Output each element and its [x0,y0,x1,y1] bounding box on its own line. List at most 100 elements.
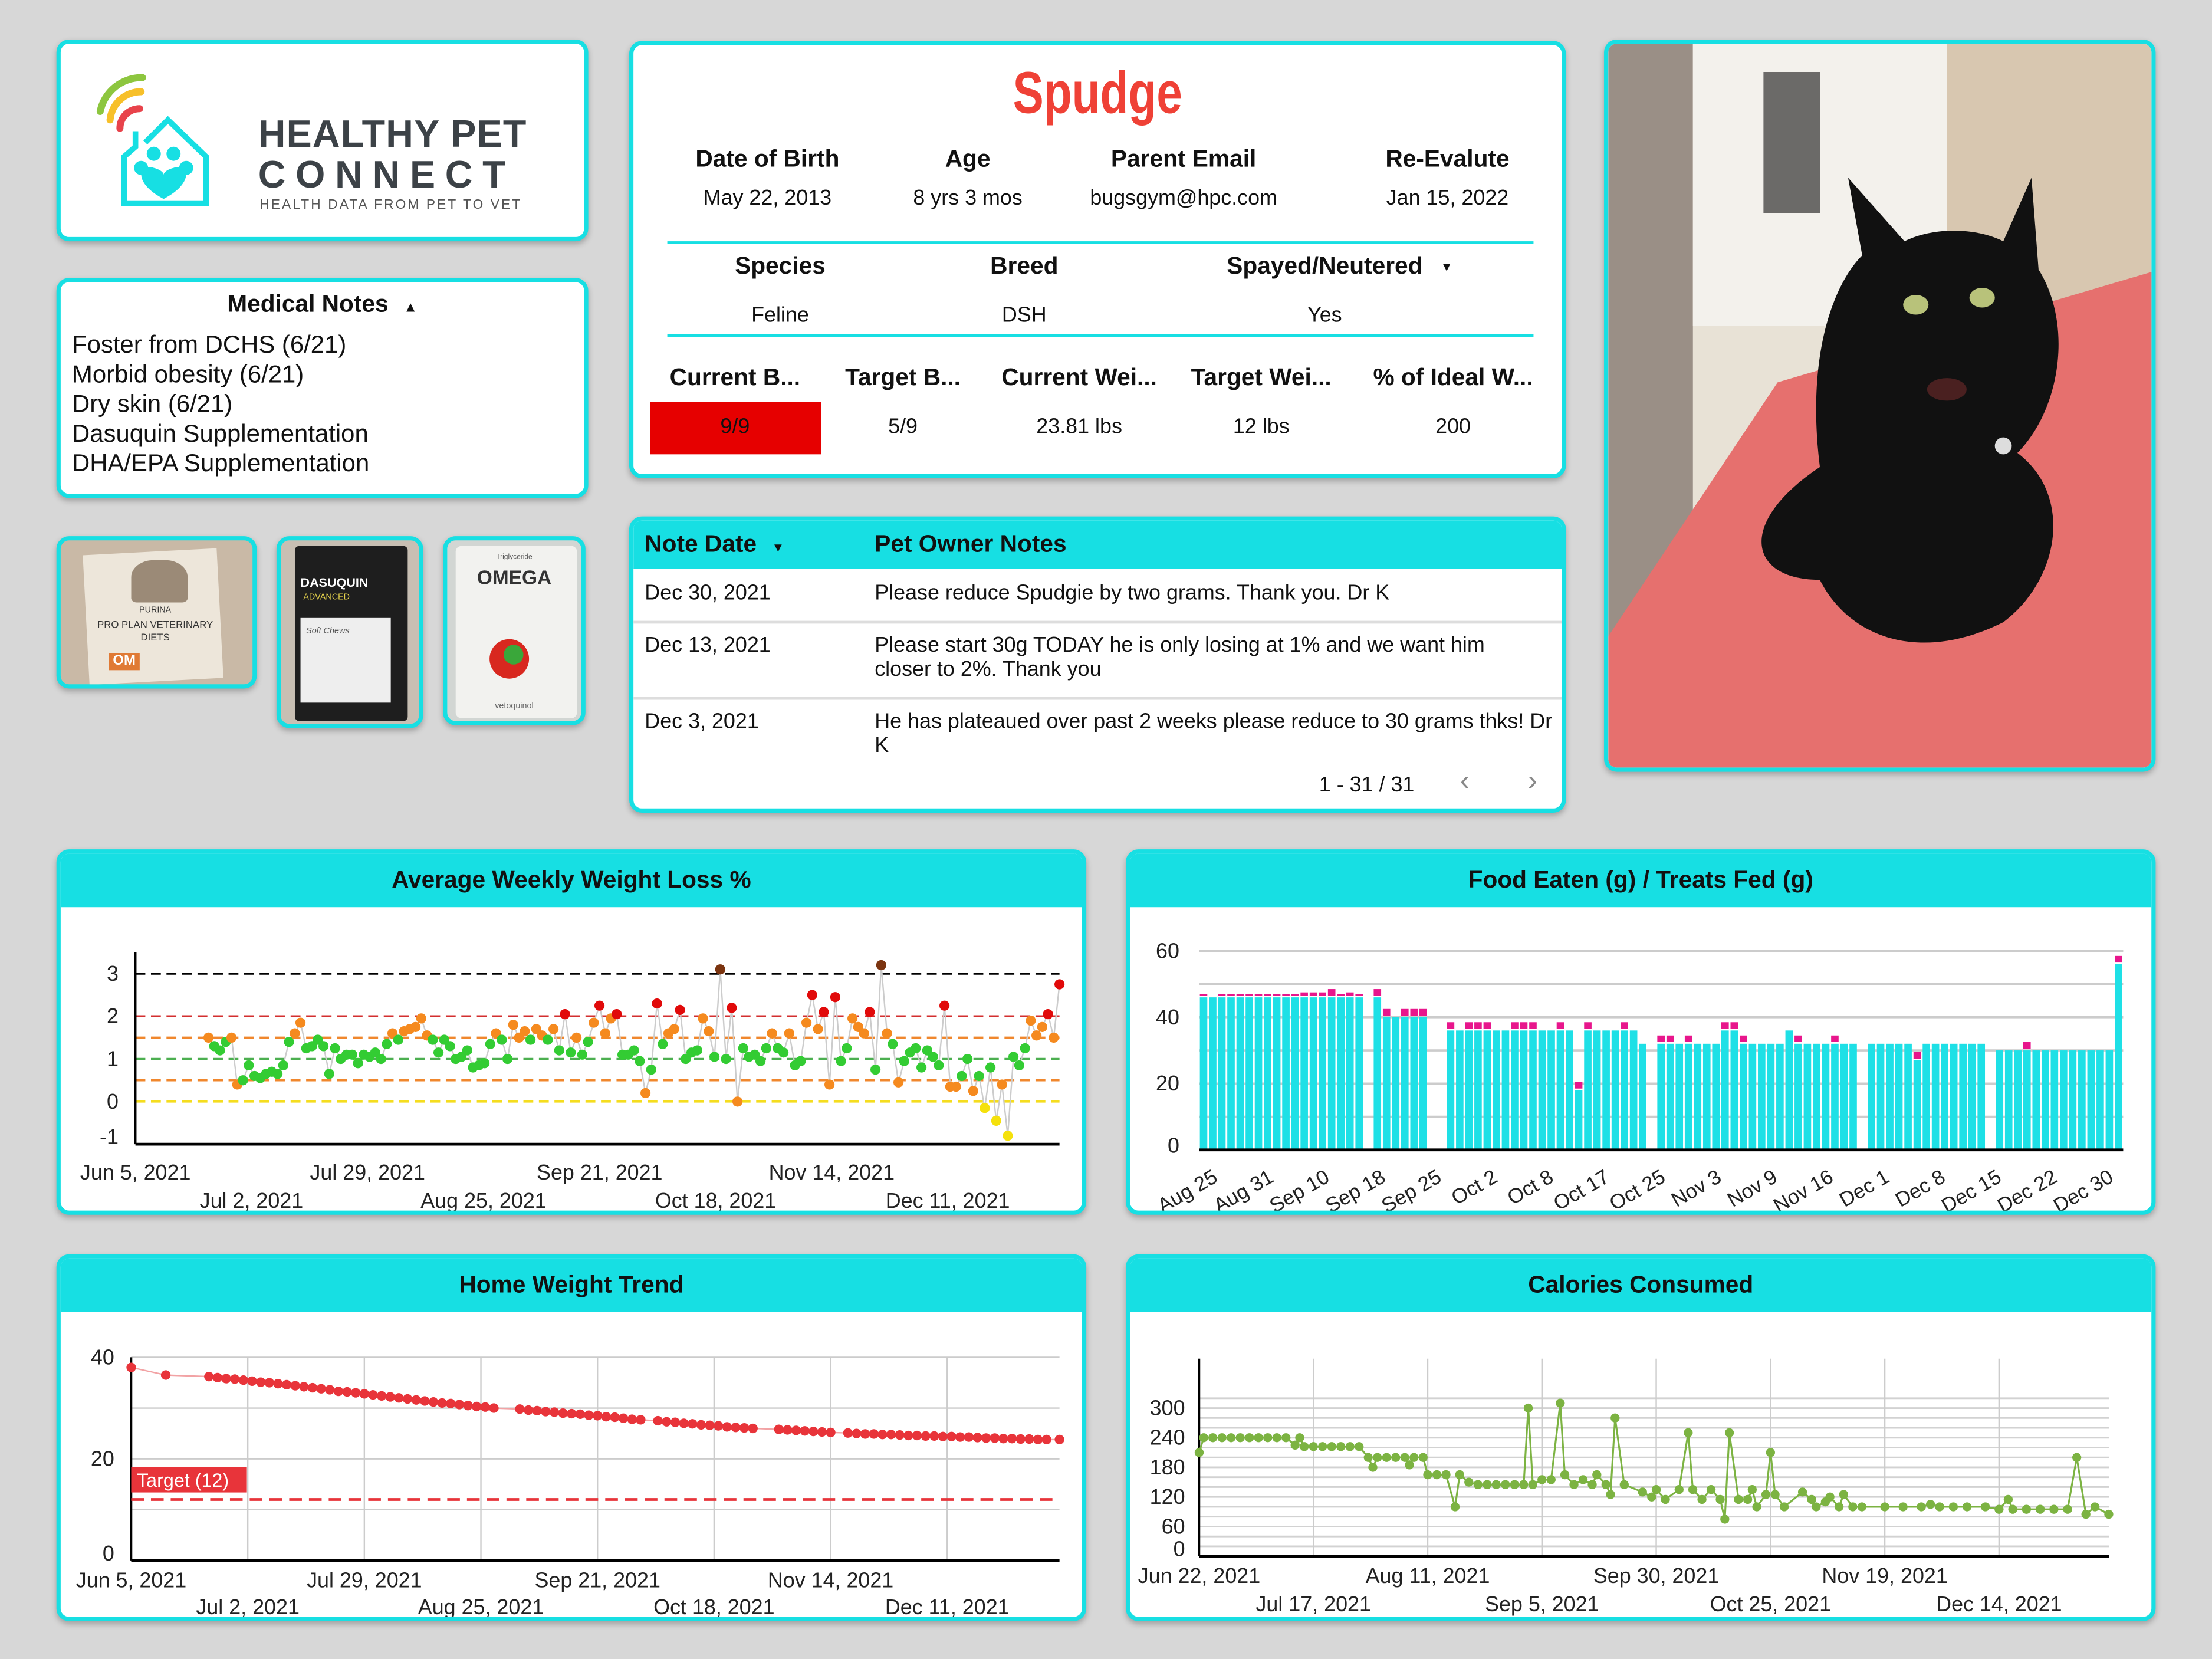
data-point [985,1062,996,1073]
data-point [393,1034,403,1045]
field-label: Breed [990,252,1059,280]
column-header-note-date[interactable]: Note Date ▼ [645,531,784,559]
food-bar [1346,997,1354,1150]
next-page-button[interactable]: › [1527,766,1537,797]
data-point [886,1430,896,1440]
y-tick-label: 0 [107,1090,119,1113]
treat-bar [2115,955,2122,963]
data-point [1578,1475,1588,1484]
x-tick-label: Oct 18, 2021 [655,1189,776,1213]
data-point [575,1409,586,1419]
data-point [939,1000,950,1011]
data-point [990,1433,1000,1443]
food-bar [1740,1043,1747,1150]
data-point [957,1070,967,1082]
sort-ascending-icon[interactable]: ▲ [403,300,418,316]
y-tick-label: 300 [1150,1396,1185,1420]
field-value: 9/9 [720,415,750,439]
column-header-pet-owner-notes[interactable]: Pet Owner Notes [875,530,1067,557]
data-point [324,1069,334,1079]
treat-bar [1355,994,1363,996]
data-point [1041,1434,1051,1445]
data-point [1587,1480,1597,1489]
field-value: Feline [751,303,809,328]
data-point [1318,1442,1327,1451]
food-bar [1904,1043,1912,1150]
divider [667,334,1534,337]
field-label: Target B... [845,364,961,391]
data-point [1235,1433,1245,1443]
data-point [1199,1433,1208,1443]
product-code: Soft Chews [306,628,350,636]
data-point [877,1430,888,1440]
data-point [446,1398,456,1408]
dropdown-caret-icon[interactable]: ▼ [1440,259,1453,274]
medical-notes-header[interactable]: Medical Notes ▲ [61,291,584,319]
product-name: OMEGA [476,566,552,589]
food-bar [2023,1050,2031,1150]
field-label: Spayed/Neutered [1227,252,1423,280]
food-bar [1767,1043,1775,1150]
x-tick-label: Nov 14, 2021 [768,1568,893,1592]
food-bar [1456,1030,1464,1150]
data-point [1661,1494,1670,1504]
omega-logo-icon [489,639,530,679]
data-point [946,1431,957,1441]
logo-house-paw-icon [96,74,209,206]
data-point [226,1032,237,1043]
data-point [1295,1433,1304,1443]
x-tick-label: Jul 29, 2021 [310,1161,425,1184]
data-point [543,1034,553,1045]
data-point [1327,1442,1336,1451]
data-point [1450,1502,1460,1512]
data-point [2104,1509,2114,1519]
y-tick-label: 240 [1150,1426,1185,1450]
treat-bar [1245,994,1253,996]
data-point [968,1086,978,1096]
treat-bar [1227,994,1235,996]
data-point [962,1053,973,1065]
data-point [705,1420,715,1430]
product-brand: Triglyceride [496,553,533,562]
x-tick-label: Aug 31 [1210,1165,1277,1214]
data-point [1300,1442,1309,1451]
home-weight-chart: 0 20 40 Jun 5, 2021 Jul 2, 2021 Jul 29, 2021 A… [76,1345,1064,1617]
data-point [1245,1433,1254,1443]
data-point [479,1058,490,1069]
medical-note-item: Morbid obesity (6/21) [72,360,304,388]
data-point [1020,1043,1030,1054]
data-point [1345,1442,1355,1451]
food-bar [1209,997,1217,1150]
x-tick-label: Aug 25, 2021 [420,1189,546,1213]
medical-note-item: Foster from DCHS (6/21) [72,330,347,359]
data-point [808,1426,819,1437]
data-point [376,1053,386,1065]
field-value: bugsgym@hpc.com [1090,186,1277,211]
data-point [1834,1502,1844,1512]
sort-descending-icon[interactable]: ▼ [771,540,785,555]
food-bar [1977,1043,1986,1150]
food-bar [1254,997,1263,1150]
data-point [916,1062,927,1073]
data-point [1766,1448,1775,1457]
data-point [1825,1492,1835,1502]
data-point [1651,1485,1661,1494]
chart-title: Food Eaten (g) / Treats Fed (g) [1130,853,2152,908]
data-point [1491,1480,1501,1489]
field-value: 8 yrs 3 mos [913,186,1023,211]
data-point [796,1056,806,1066]
treat-bar [2023,1042,2031,1049]
x-tick-label: Sep 10 [1266,1165,1333,1214]
food-bar [2004,1050,2013,1150]
note-date: Dec 30, 2021 [645,581,771,606]
field-value: DSH [1001,303,1047,328]
data-point [791,1425,801,1435]
data-point [160,1370,171,1380]
previous-page-button[interactable]: ‹ [1460,766,1470,797]
food-bar [2041,1050,2049,1150]
field-label: Parent Email [1110,145,1257,172]
food-bar [1822,1043,1830,1150]
data-point [1373,1453,1382,1462]
data-point [428,1034,438,1045]
x-tick-label: Oct 25 [1606,1165,1669,1214]
